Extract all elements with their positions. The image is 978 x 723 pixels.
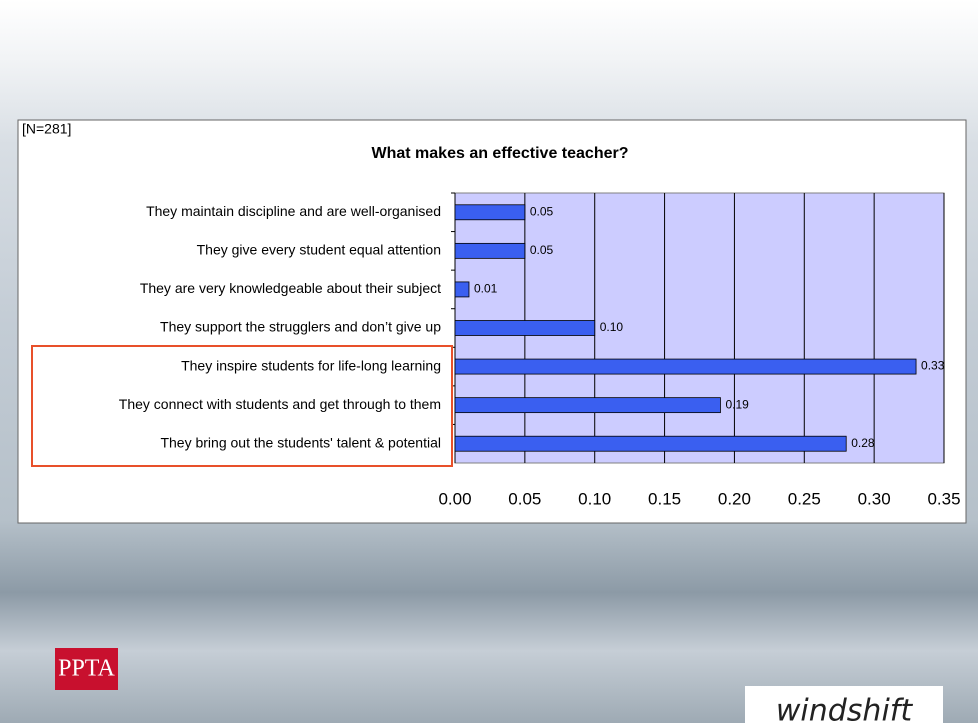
- ppta-logo: [55, 648, 118, 690]
- x-tick-label: 0.25: [788, 489, 821, 508]
- data-label: 0.19: [725, 397, 749, 411]
- y-tick-label: They bring out the students' talent & po…: [160, 434, 441, 450]
- windshift-logo: [745, 686, 943, 723]
- x-tick-label: 0.00: [438, 489, 471, 508]
- x-tick-label: 0.35: [927, 489, 960, 508]
- annotation: [N=281]: [22, 121, 71, 137]
- y-tick-label: They inspire students for life-long lear…: [181, 357, 441, 373]
- highlight-box: [31, 345, 453, 467]
- data-label: 0.10: [600, 320, 624, 334]
- bar: [454, 281, 470, 298]
- y-tick-label: They support the strugglers and don’t gi…: [160, 319, 441, 335]
- bar: [454, 397, 721, 414]
- y-tick-label: They are very knowledgeable about their …: [140, 280, 441, 296]
- data-label: 0.33: [921, 359, 945, 373]
- x-tick-label: 0.05: [508, 489, 541, 508]
- bar: [454, 358, 917, 375]
- y-tick-label: They give every student equal attention: [197, 242, 441, 258]
- data-label: 0.01: [474, 282, 498, 296]
- x-tick-label: 0.20: [718, 489, 751, 508]
- bar: [454, 242, 526, 259]
- chart-title: What makes an effective teacher?: [372, 145, 629, 162]
- bar: [454, 435, 847, 452]
- ppta-text: PPTA: [58, 656, 115, 682]
- bar: [454, 204, 526, 221]
- data-label: 0.05: [530, 243, 554, 257]
- data-label: 0.28: [851, 436, 875, 450]
- x-tick-label: 0.10: [578, 489, 611, 508]
- y-tick-label: They maintain discipline and are well-or…: [146, 203, 441, 219]
- windshift-text: windshift: [776, 694, 913, 723]
- x-tick-label: 0.15: [648, 489, 681, 508]
- data-label: 0.05: [530, 204, 554, 218]
- marks: 0.00 0.05 0.10 0.15 0.20 0.25 0.30 0.35 They mai…: [119, 192, 961, 508]
- y-tick-label: They connect with students and get throu…: [119, 396, 441, 412]
- bar: [454, 320, 596, 336]
- x-tick-label: 0.30: [858, 489, 891, 508]
